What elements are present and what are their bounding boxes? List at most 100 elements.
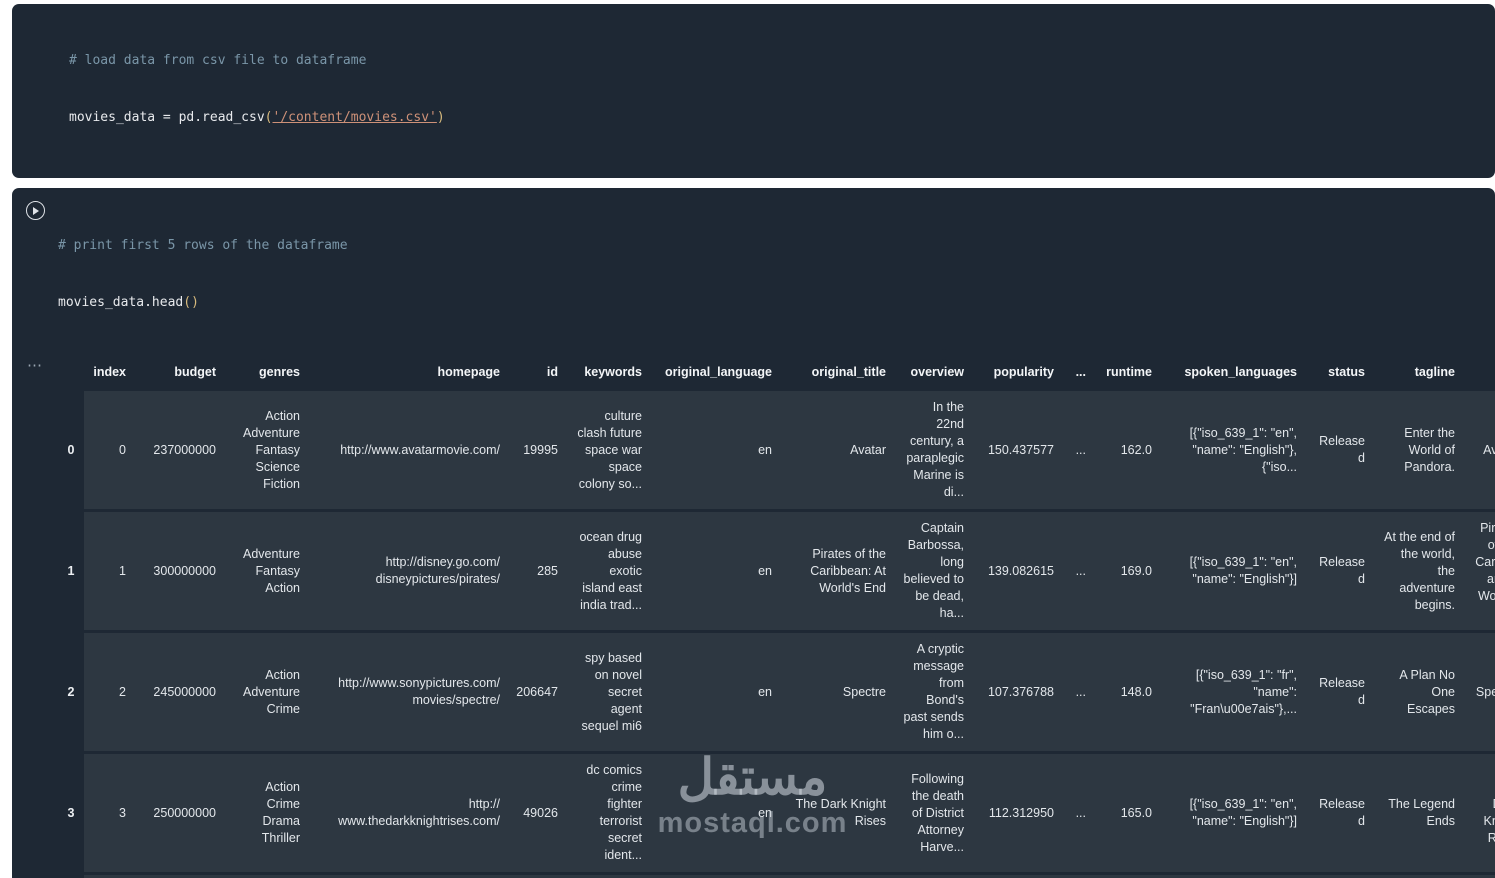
table-cell: en bbox=[650, 389, 780, 511]
table-cell: Action Adventure Fantasy Science Fiction bbox=[224, 389, 308, 511]
table-cell: 300000000 bbox=[134, 510, 224, 632]
column-header: genres bbox=[259, 365, 300, 379]
table-cell: 2 bbox=[84, 631, 134, 753]
table-cell: en bbox=[650, 510, 780, 632]
table-cell: The Legend Ends bbox=[1373, 752, 1463, 874]
table-cell: [{"iso_639_1": "en", "name": "English"}] bbox=[1160, 752, 1305, 874]
table-cell: [{"iso_639_1": "en", "name": "English"},… bbox=[1160, 389, 1305, 511]
column-header: overview bbox=[910, 365, 964, 379]
table-row: 2 2 245000000 Action Adventure Crime http://… bbox=[58, 631, 1495, 753]
column-header: runtime bbox=[1106, 365, 1152, 379]
table-cell: The Dark Knight Rises bbox=[1463, 752, 1495, 874]
code-text: movies_data.head bbox=[58, 295, 184, 310]
column-header: title bbox=[1463, 357, 1495, 390]
column-header: spoken_languages bbox=[1184, 365, 1297, 379]
table-cell: ... bbox=[1062, 631, 1094, 753]
table-cell: http://movies.disney.com/ john-carter bbox=[308, 873, 508, 878]
run-cell-button[interactable] bbox=[25, 201, 45, 220]
table-cell: 49026 bbox=[508, 752, 566, 874]
dataframe-table: index budget genres homepage id keywords origi… bbox=[58, 357, 1495, 878]
code-text: movies_data = pd.read_csv bbox=[69, 110, 265, 125]
table-cell: Spectre bbox=[780, 631, 894, 753]
table-cell: Released bbox=[1305, 873, 1373, 878]
table-cell: dc comics crime fighter terrorist secret… bbox=[566, 752, 650, 874]
close-paren: ) bbox=[191, 295, 199, 310]
table-cell: Enter the World of Pandora. bbox=[1373, 389, 1463, 511]
code-editor[interactable]: # print first 5 rows of the dataframe mo… bbox=[58, 198, 348, 350]
table-cell: ... bbox=[1062, 510, 1094, 632]
table-cell: 112.312950 bbox=[972, 752, 1062, 874]
table-cell: A cryptic message from Bond's past sends… bbox=[894, 631, 972, 753]
table-cell: 237000000 bbox=[134, 389, 224, 511]
table-cell: In the 22nd century, a paraplegic Marine… bbox=[894, 389, 972, 511]
code-cell-load-csv[interactable]: # load data from csv file to dataframe m… bbox=[12, 4, 1495, 178]
open-paren: ( bbox=[264, 110, 273, 125]
table-cell: Adventure Fantasy Action bbox=[224, 510, 308, 632]
table-cell: Released bbox=[1305, 631, 1373, 753]
table-cell: en bbox=[650, 631, 780, 753]
table-cell: 245000000 bbox=[134, 631, 224, 753]
code-comment: # load data from csv file to dataframe bbox=[69, 53, 367, 68]
column-header: popularity bbox=[993, 365, 1054, 379]
csv-path-link[interactable]: '/content/movies.csv' bbox=[272, 110, 437, 125]
table-cell: Action Adventure Crime bbox=[224, 631, 308, 753]
table-cell: Released bbox=[1305, 389, 1373, 511]
table-row: 1 1 300000000 Adventure Fantasy Action http:… bbox=[58, 510, 1495, 632]
column-header: original_title bbox=[811, 365, 886, 379]
table-cell: Captain Barbossa, long believed to be de… bbox=[894, 510, 972, 632]
column-header: status bbox=[1328, 365, 1365, 379]
table-cell: 4 bbox=[84, 873, 134, 878]
code-editor[interactable]: # load data from csv file to dataframe m… bbox=[69, 13, 1495, 165]
table-cell: Action Crime Drama Thriller bbox=[224, 752, 308, 874]
table-cell: 0 bbox=[84, 389, 134, 511]
column-header: budget bbox=[174, 365, 216, 379]
column-header: keywords bbox=[584, 365, 642, 379]
table-cell: http://disney.go.com/ disneypictures/pir… bbox=[308, 510, 508, 632]
row-index: 4 bbox=[58, 874, 84, 878]
table-cell: 165.0 bbox=[1094, 752, 1160, 874]
table-cell: Released bbox=[1305, 510, 1373, 632]
open-paren: ( bbox=[183, 295, 192, 310]
table-cell: ... bbox=[1062, 873, 1094, 878]
table-cell: ... bbox=[1062, 752, 1094, 874]
table-cell: John Carter is a war-weary, former milit… bbox=[894, 873, 972, 878]
table-cell: culture clash future space war space col… bbox=[566, 389, 650, 511]
table-cell: 132.0 bbox=[1094, 873, 1160, 878]
table-cell: Spectre bbox=[1463, 631, 1495, 753]
close-paren: ) bbox=[436, 110, 445, 125]
table-cell: Pirates of the Caribbean: At World's End bbox=[780, 510, 894, 632]
table-cell: ... bbox=[1062, 389, 1094, 511]
table-cell: Released bbox=[1305, 752, 1373, 874]
column-header: tagline bbox=[1414, 365, 1455, 379]
cell-gutter bbox=[12, 198, 58, 350]
column-header: original_language bbox=[665, 365, 772, 379]
dataframe-scroll-area[interactable]: index budget genres homepage id keywords origi… bbox=[58, 357, 1495, 878]
table-cell: http://www.sonypictures.com/ movies/spec… bbox=[308, 631, 508, 753]
table-cell: 3 bbox=[84, 752, 134, 874]
table-cell: en bbox=[650, 752, 780, 874]
code-comment: # print first 5 rows of the dataframe bbox=[58, 238, 348, 253]
table-cell: 1 bbox=[84, 510, 134, 632]
table-cell: John Carter bbox=[1463, 873, 1495, 878]
code-line: movies_data = pd.read_csv('/content/movi… bbox=[69, 108, 1495, 127]
table-cell: [{"iso_639_1": "en", "name": "English"}] bbox=[1160, 873, 1305, 878]
table-cell: 206647 bbox=[508, 631, 566, 753]
table-cell: Pirates of the Caribbean: At World's End bbox=[1463, 510, 1495, 632]
output-gutter: ⋯ bbox=[12, 357, 58, 878]
table-cell: Avatar bbox=[1463, 389, 1495, 511]
table-cell: 250000000 bbox=[134, 752, 224, 874]
table-cell: http://www.avatarmovie.com/ bbox=[308, 389, 508, 511]
table-cell: Action Adventure Science Fiction bbox=[224, 873, 308, 878]
table-cell: based on novel mars medallion space trav… bbox=[566, 873, 650, 878]
table-cell: 43.926995 bbox=[972, 873, 1062, 878]
table-cell: 169.0 bbox=[1094, 510, 1160, 632]
code-line: movies_data.head() bbox=[58, 293, 348, 312]
output-options-icon[interactable]: ⋯ bbox=[27, 357, 43, 374]
table-row: 3 3 250000000 Action Crime Drama Thriller ht… bbox=[58, 752, 1495, 874]
table-cell: [{"iso_639_1": "en", "name": "English"}] bbox=[1160, 510, 1305, 632]
table-row: 0 0 237000000 Action Adventure Fantasy Scie… bbox=[58, 389, 1495, 511]
table-cell: 285 bbox=[508, 510, 566, 632]
code-cell-head[interactable]: # print first 5 rows of the dataframe mo… bbox=[12, 188, 1495, 878]
table-cell: The Dark Knight Rises bbox=[780, 752, 894, 874]
